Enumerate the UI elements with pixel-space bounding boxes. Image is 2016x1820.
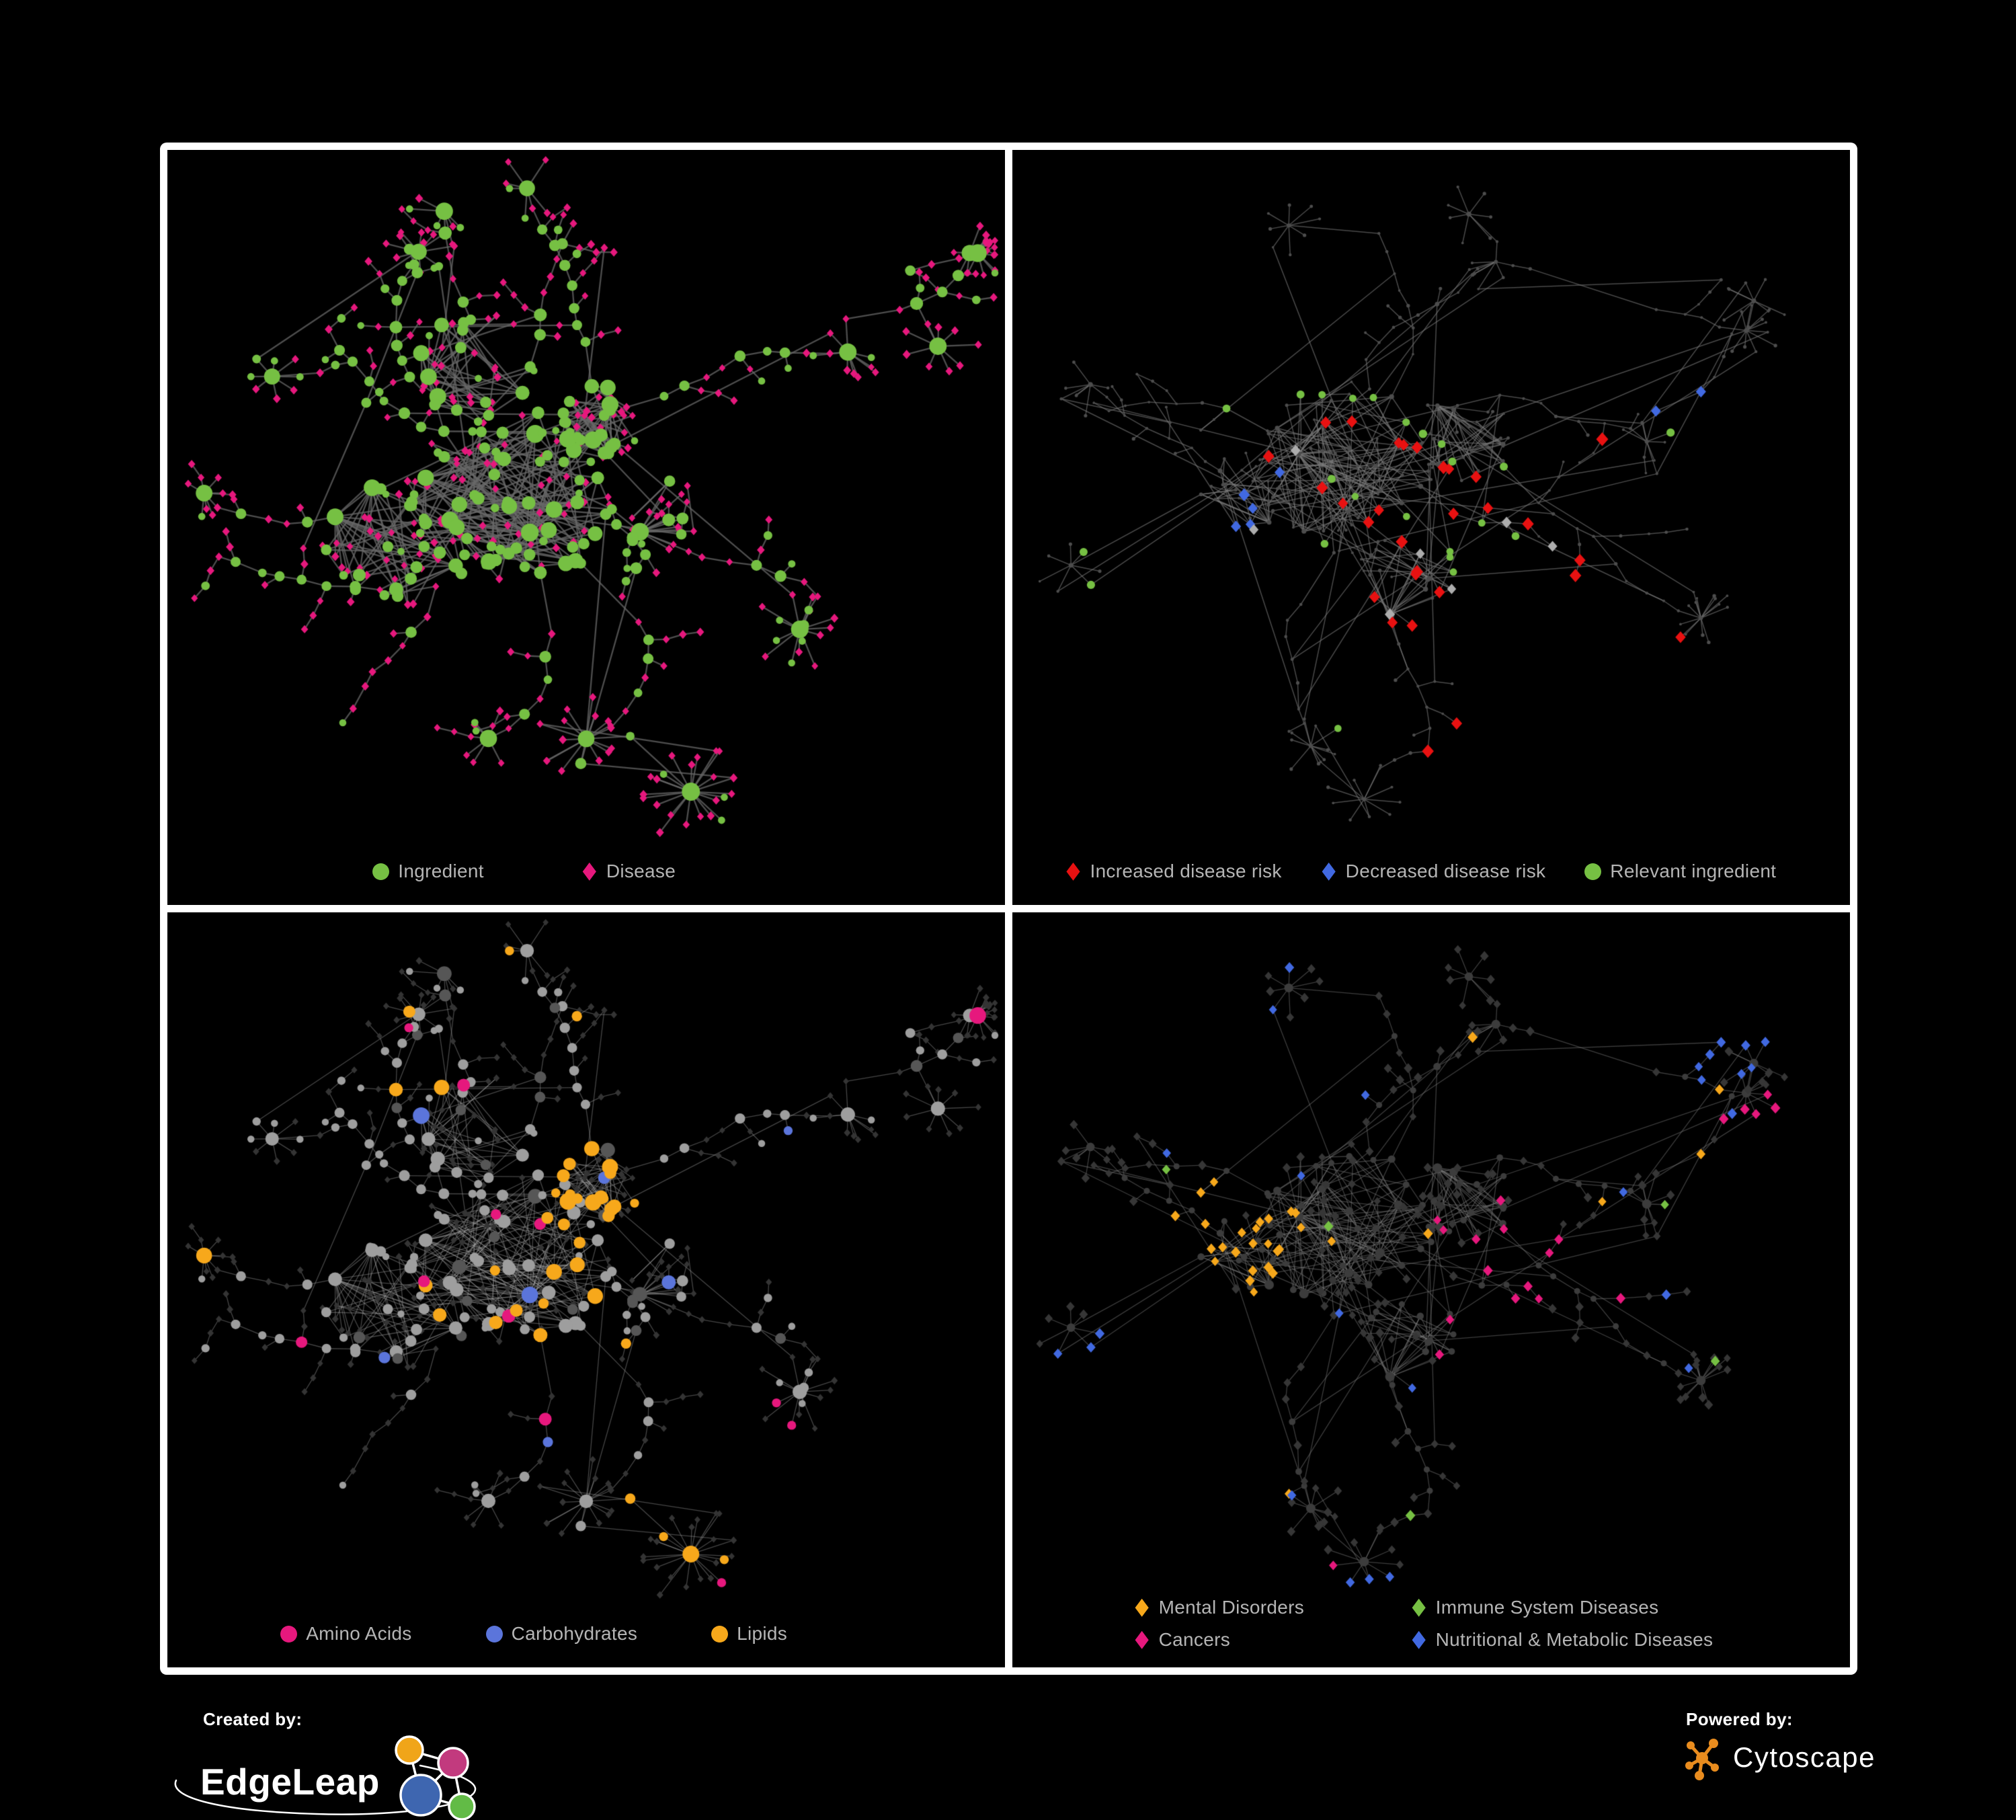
powered-by-label: Powered by:: [1686, 1709, 1793, 1729]
edgeleap-wordmark: EdgeLeap: [200, 1761, 380, 1803]
network-graph-nutrient-classes: [167, 912, 1005, 1667]
legend-item: Decreased disease risk: [1321, 861, 1546, 882]
legend-item: Mental Disorders: [1134, 1597, 1411, 1618]
cytoscape-logo-icon: [1685, 1739, 1719, 1780]
legend-item: Amino Acids: [280, 1623, 411, 1645]
legend-label: Increased disease risk: [1090, 861, 1282, 882]
legend-item: Lipids: [711, 1623, 787, 1645]
legend-disease-categories: Mental Disorders Immune System Diseases Ca…: [1134, 1597, 1713, 1651]
panel-grid: Ingredient Disease Increased disease risk…: [160, 143, 1857, 1675]
edgeleap-logo-icon: [395, 1735, 476, 1820]
legend-item: Disease: [581, 861, 676, 882]
legend-item: Increased disease risk: [1065, 861, 1281, 882]
cytoscape-credit: Powered by: Cytosc: [1682, 1700, 1998, 1817]
legend-label: Decreased disease risk: [1345, 861, 1546, 882]
panel-disease-risk: Increased disease risk Decreased disease …: [1012, 150, 1850, 905]
legend-disease-risk: Increased disease risk Decreased disease …: [1065, 861, 1776, 882]
legend-ingredient-disease: Ingredient Disease: [372, 861, 676, 882]
cytoscape-wordmark: Cytoscape: [1733, 1741, 1876, 1773]
created-by-label: Created by:: [203, 1709, 303, 1729]
edgeleap-credit: Created by: EdgeLeap: [161, 1700, 605, 1820]
diamond-marker-icon: [1412, 1598, 1426, 1617]
circle-marker-icon: [372, 863, 390, 880]
legend-label: Lipids: [737, 1623, 788, 1645]
legend-item: Cancers: [1134, 1629, 1411, 1651]
panel-nutrient-classes: Amino Acids Carbohydrates Lipids: [167, 912, 1005, 1667]
diamond-marker-icon: [1135, 1630, 1149, 1649]
legend-label: Nutritional & Metabolic Diseases: [1435, 1629, 1713, 1651]
panel-disease-categories: Mental Disorders Immune System Diseases Ca…: [1012, 912, 1850, 1667]
legend-item: Ingredient: [372, 861, 484, 882]
diamond-marker-icon: [1135, 1598, 1149, 1617]
circle-marker-icon: [280, 1625, 298, 1643]
legend-nutrient-classes: Amino Acids Carbohydrates Lipids: [280, 1623, 787, 1645]
circle-marker-icon: [1584, 863, 1602, 880]
legend-label: Carbohydrates: [511, 1623, 638, 1645]
legend-label: Cancers: [1158, 1629, 1231, 1651]
legend-label: Amino Acids: [306, 1623, 412, 1645]
legend-item: Immune System Diseases: [1411, 1597, 1713, 1618]
legend-item: Relevant ingredient: [1584, 861, 1776, 882]
network-graph-ingredient-disease: [167, 150, 1005, 905]
network-graph-disease-risk: [1012, 150, 1850, 905]
legend-label: Mental Disorders: [1158, 1597, 1305, 1618]
panel-ingredient-disease: Ingredient Disease: [167, 150, 1005, 905]
legend-item: Carbohydrates: [485, 1623, 638, 1645]
circle-marker-icon: [711, 1625, 729, 1643]
diamond-marker-icon: [582, 862, 596, 881]
legend-label: Ingredient: [398, 861, 484, 882]
circle-marker-icon: [485, 1625, 503, 1643]
legend-label: Relevant ingredient: [1610, 861, 1777, 882]
legend-label: Immune System Diseases: [1435, 1597, 1659, 1618]
diamond-marker-icon: [1322, 862, 1336, 881]
legend-label: Disease: [606, 861, 676, 882]
network-graph-disease-categories: [1012, 912, 1850, 1667]
diamond-marker-icon: [1066, 862, 1080, 881]
legend-item: Nutritional & Metabolic Diseases: [1411, 1629, 1713, 1651]
diamond-marker-icon: [1412, 1630, 1426, 1649]
